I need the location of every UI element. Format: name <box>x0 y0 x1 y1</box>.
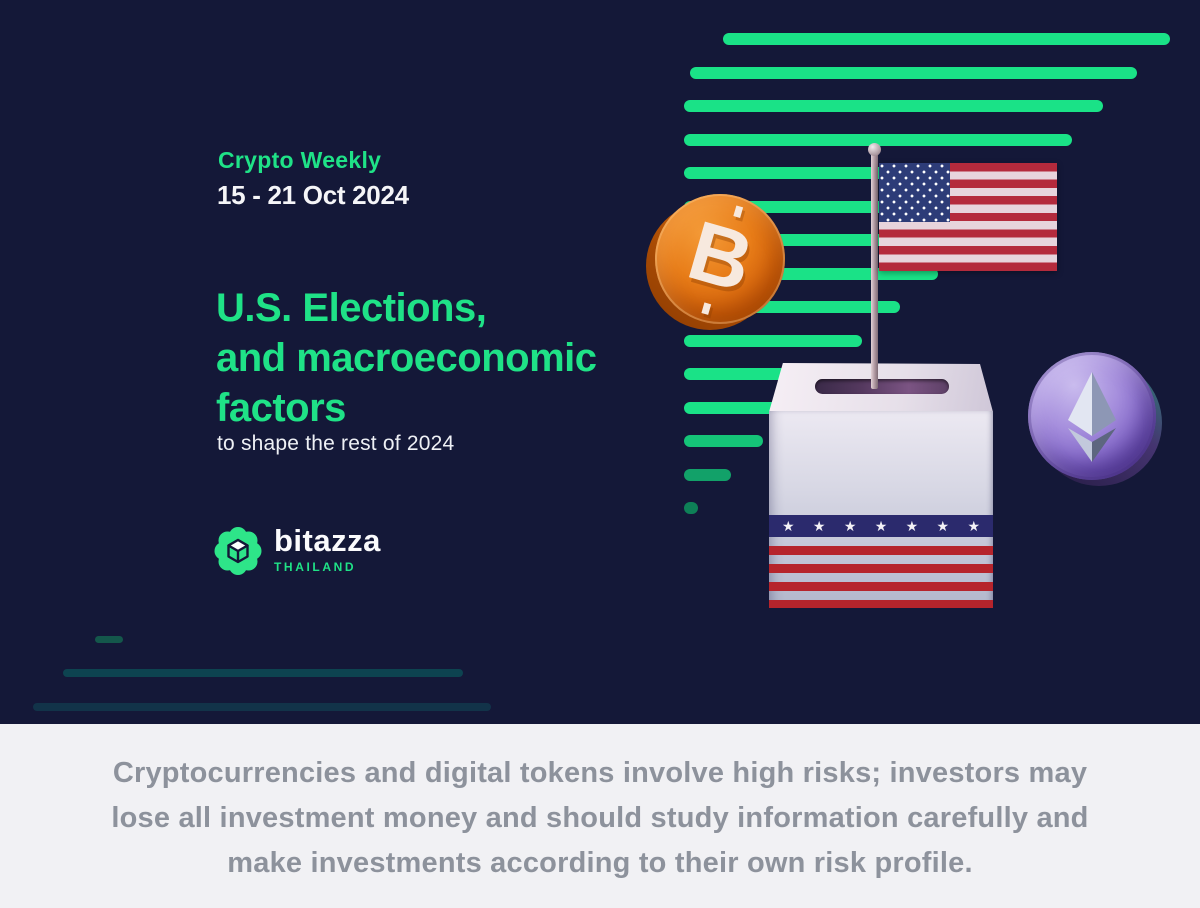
ballot-star-band: ★ ★ ★ ★ ★ ★ ★ <box>769 515 993 537</box>
kicker-label: Crypto Weekly <box>218 147 382 173</box>
decor-green-bar <box>684 435 763 447</box>
bitcoin-b-glyph: B <box>640 179 801 340</box>
ballot-star-icon: ★ <box>936 518 950 534</box>
decor-teal-bar <box>95 636 123 643</box>
ethereum-diamond-glyph <box>1068 372 1116 462</box>
flag-pole <box>871 151 878 389</box>
ballot-star-icon: ★ <box>812 518 826 534</box>
bitazza-flower-icon <box>214 527 262 575</box>
brand-name: bitazza <box>274 523 381 558</box>
ballot-stripes <box>769 537 993 608</box>
headline: U.S. Elections, and macroeconomic factor… <box>216 283 597 433</box>
decor-green-bar <box>684 402 794 414</box>
ballot-box-front: ★ ★ ★ ★ ★ ★ ★ <box>769 411 993 608</box>
us-flag-canton <box>879 163 950 222</box>
ballot-star-icon: ★ <box>967 518 980 534</box>
flag-pole-knob <box>868 143 881 156</box>
decor-green-bar <box>723 33 1170 45</box>
disclaimer-line-1: Cryptocurrencies and digital tokens invo… <box>112 757 1088 789</box>
disclaimer-line-2: lose all investment money and should stu… <box>111 802 1089 834</box>
bitcoin-coin-icon: B <box>646 194 786 332</box>
brand-region: THAILAND <box>274 560 357 574</box>
disclaimer-band: Cryptocurrencies and digital tokens invo… <box>0 724 1200 908</box>
headline-line-3: factors <box>216 386 346 430</box>
brand-text: bitazza THAILAND <box>274 524 381 578</box>
bitcoin-coin-face <box>655 194 785 324</box>
ethereum-coin-icon <box>1028 352 1164 486</box>
disclaimer-line-3: make investments according to their own … <box>227 847 973 879</box>
decor-green-bar <box>690 67 1137 79</box>
decor-green-bar <box>684 469 731 481</box>
decor-green-bar <box>684 100 1103 112</box>
decor-green-bar <box>684 335 862 347</box>
date-range-label: 15 - 21 Oct 2024 <box>217 180 409 210</box>
us-flag <box>879 163 1057 271</box>
decor-green-bar <box>684 502 698 514</box>
ballot-star-icon: ★ <box>874 518 888 534</box>
headline-line-1: U.S. Elections, <box>216 286 487 330</box>
ballot-star-icon: ★ <box>782 518 795 534</box>
ballot-box-slot <box>815 379 949 394</box>
brand-logo: bitazza THAILAND <box>212 524 381 578</box>
subtitle: to shape the rest of 2024 <box>217 432 455 455</box>
decor-green-bar <box>684 134 1072 146</box>
decor-teal-bar <box>33 703 491 711</box>
disclaimer-text: Cryptocurrencies and digital tokens invo… <box>0 751 1200 886</box>
headline-line-2: and macroeconomic <box>216 336 597 380</box>
ballot-star-icon: ★ <box>905 518 919 534</box>
decor-teal-bar <box>63 669 463 677</box>
ballot-star-icon: ★ <box>843 518 857 534</box>
